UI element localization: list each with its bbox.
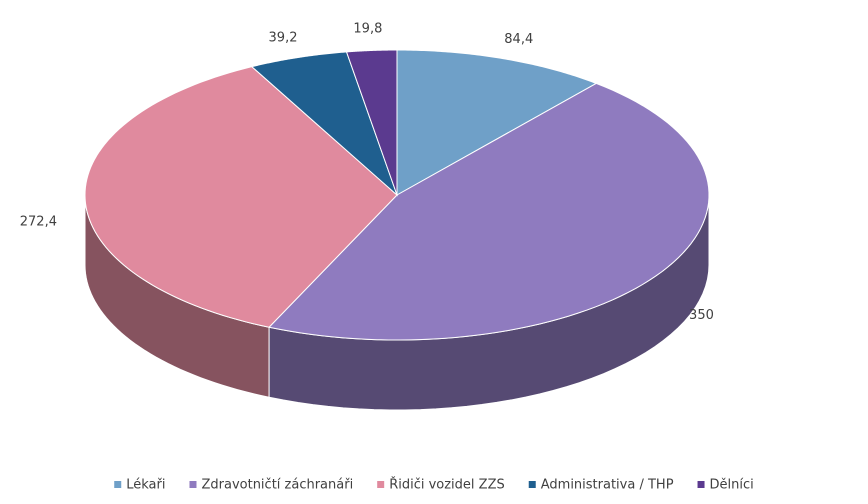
legend-label: Řidiči vozidel ZZS bbox=[389, 477, 505, 493]
legend-label: Zdravotničtí záchranáři bbox=[201, 478, 353, 493]
slice bbox=[250, 51, 399, 197]
data-label: 350 bbox=[689, 308, 714, 323]
legend-label: Administrativa / THP bbox=[541, 478, 674, 493]
legend-swatch bbox=[114, 481, 122, 488]
legend-swatch bbox=[189, 481, 197, 488]
slice bbox=[345, 49, 398, 196]
data-label: 84,4 bbox=[504, 32, 533, 47]
data-label: 19,8 bbox=[353, 21, 382, 36]
legend-label: Dělníci bbox=[710, 478, 754, 493]
slice bbox=[396, 49, 598, 196]
slice bbox=[268, 82, 710, 341]
data-label: 272,4 bbox=[20, 214, 57, 229]
slice bbox=[84, 66, 398, 328]
legend-label: Lékaři bbox=[126, 478, 165, 493]
legend-swatch bbox=[377, 481, 385, 488]
legend-swatch bbox=[528, 481, 536, 488]
legend-swatch bbox=[697, 481, 705, 488]
data-label: 39,2 bbox=[269, 30, 298, 45]
